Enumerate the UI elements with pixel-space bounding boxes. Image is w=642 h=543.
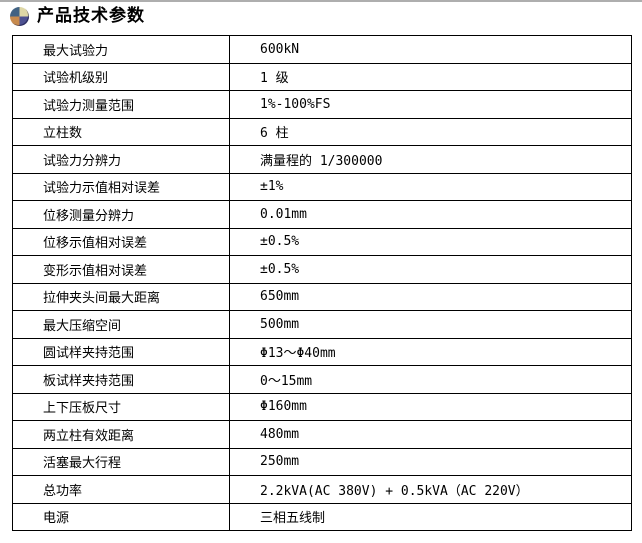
parameter-value-cell: ±0.5% xyxy=(229,227,632,256)
sphere-quadrant-icon xyxy=(10,6,29,26)
parameter-name-cell: 拉伸夹头间最大距离 xyxy=(12,282,230,311)
table-row: 试验力示值相对误差 ±1% xyxy=(12,172,632,201)
parameters-table: 最大试验力 600kN 试验机级别 1 级试验力测量范围 1%-100%FS 立柱数 6 柱… xyxy=(12,35,632,531)
parameter-value-cell: 2.2kVA(AC 380V) + 0.5kVA（AC 220V） xyxy=(229,475,632,504)
parameter-name-cell: 变形示值相对误差 xyxy=(12,255,230,284)
parameter-value-cell: 250mm xyxy=(229,447,632,476)
parameter-name-cell: 最大试验力 xyxy=(12,35,230,64)
parameter-name-cell: 最大压缩空间 xyxy=(12,310,230,339)
parameter-value-cell: 0.01mm xyxy=(229,200,632,229)
parameter-name-cell: 圆试样夹持范围 xyxy=(12,337,230,366)
parameter-value-cell: 三相五线制 xyxy=(229,502,632,531)
parameter-name-cell: 位移示值相对误差 xyxy=(12,227,230,256)
parameter-value-cell: 650mm xyxy=(229,282,632,311)
page-header: 产品技术参数 xyxy=(10,5,145,27)
parameter-name-cell: 活塞最大行程 xyxy=(12,447,230,476)
parameter-name-cell: 电源 xyxy=(12,502,230,531)
table-row: 圆试样夹持范围 Φ13～Φ40mm xyxy=(12,337,632,366)
table-row: 变形示值相对误差 ±0.5% xyxy=(12,255,632,284)
table-row: 位移测量分辨力 0.01mm xyxy=(12,200,632,229)
parameters-table-body: 最大试验力 600kN 试验机级别 1 级试验力测量范围 1%-100%FS 立柱数 6 柱… xyxy=(12,35,632,531)
table-row: 立柱数 6 柱 xyxy=(12,117,632,146)
parameter-name-cell: 总功率 xyxy=(12,475,230,504)
parameter-name-cell: 试验力示值相对误差 xyxy=(12,172,230,201)
table-row: 活塞最大行程 250mm xyxy=(12,447,632,476)
table-row: 位移示值相对误差 ±0.5% xyxy=(12,227,632,256)
parameter-name-cell: 试验机级别 xyxy=(12,62,230,91)
table-row: 试验力分辨力 满量程的 1/300000 xyxy=(12,145,632,174)
parameter-name-cell: 试验力分辨力 xyxy=(12,145,230,174)
table-row: 板试样夹持范围 0～15mm xyxy=(12,365,632,394)
table-row: 电源 三相五线制 xyxy=(12,502,632,531)
table-row: 试验机级别 1 级 xyxy=(12,62,632,91)
parameter-value-cell: 0～15mm xyxy=(229,365,632,394)
parameter-value-cell: ±1% xyxy=(229,172,632,201)
parameter-name-cell: 位移测量分辨力 xyxy=(12,200,230,229)
parameter-value-cell: ±0.5% xyxy=(229,255,632,284)
parameter-name-cell: 试验力测量范围 xyxy=(12,90,230,119)
table-row: 试验力测量范围 1%-100%FS xyxy=(12,90,632,119)
parameter-name-cell: 板试样夹持范围 xyxy=(12,365,230,394)
table-row: 最大试验力 600kN xyxy=(12,35,632,64)
parameter-name-cell: 立柱数 xyxy=(12,117,230,146)
table-row: 上下压板尺寸 Φ160mm xyxy=(12,392,632,421)
table-row: 最大压缩空间 500mm xyxy=(12,310,632,339)
parameter-value-cell: Φ13～Φ40mm xyxy=(229,337,632,366)
parameter-value-cell: Φ160mm xyxy=(229,392,632,421)
table-row: 总功率 2.2kVA(AC 380V) + 0.5kVA（AC 220V） xyxy=(12,475,632,504)
page-title: 产品技术参数 xyxy=(37,6,145,26)
parameter-value-cell: 满量程的 1/300000 xyxy=(229,145,632,174)
parameter-value-cell: 500mm xyxy=(229,310,632,339)
table-row: 两立柱有效距离 480mm xyxy=(12,420,632,449)
parameter-name-cell: 上下压板尺寸 xyxy=(12,392,230,421)
parameter-value-cell: 600kN xyxy=(229,35,632,64)
parameter-value-cell: 480mm xyxy=(229,420,632,449)
parameter-value-cell: 1 级 xyxy=(229,62,632,91)
table-row: 拉伸夹头间最大距离 650mm xyxy=(12,282,632,311)
parameter-value-cell: 1%-100%FS xyxy=(229,90,632,119)
parameter-value-cell: 6 柱 xyxy=(229,117,632,146)
top-edge-divider xyxy=(0,0,642,2)
parameter-name-cell: 两立柱有效距离 xyxy=(12,420,230,449)
